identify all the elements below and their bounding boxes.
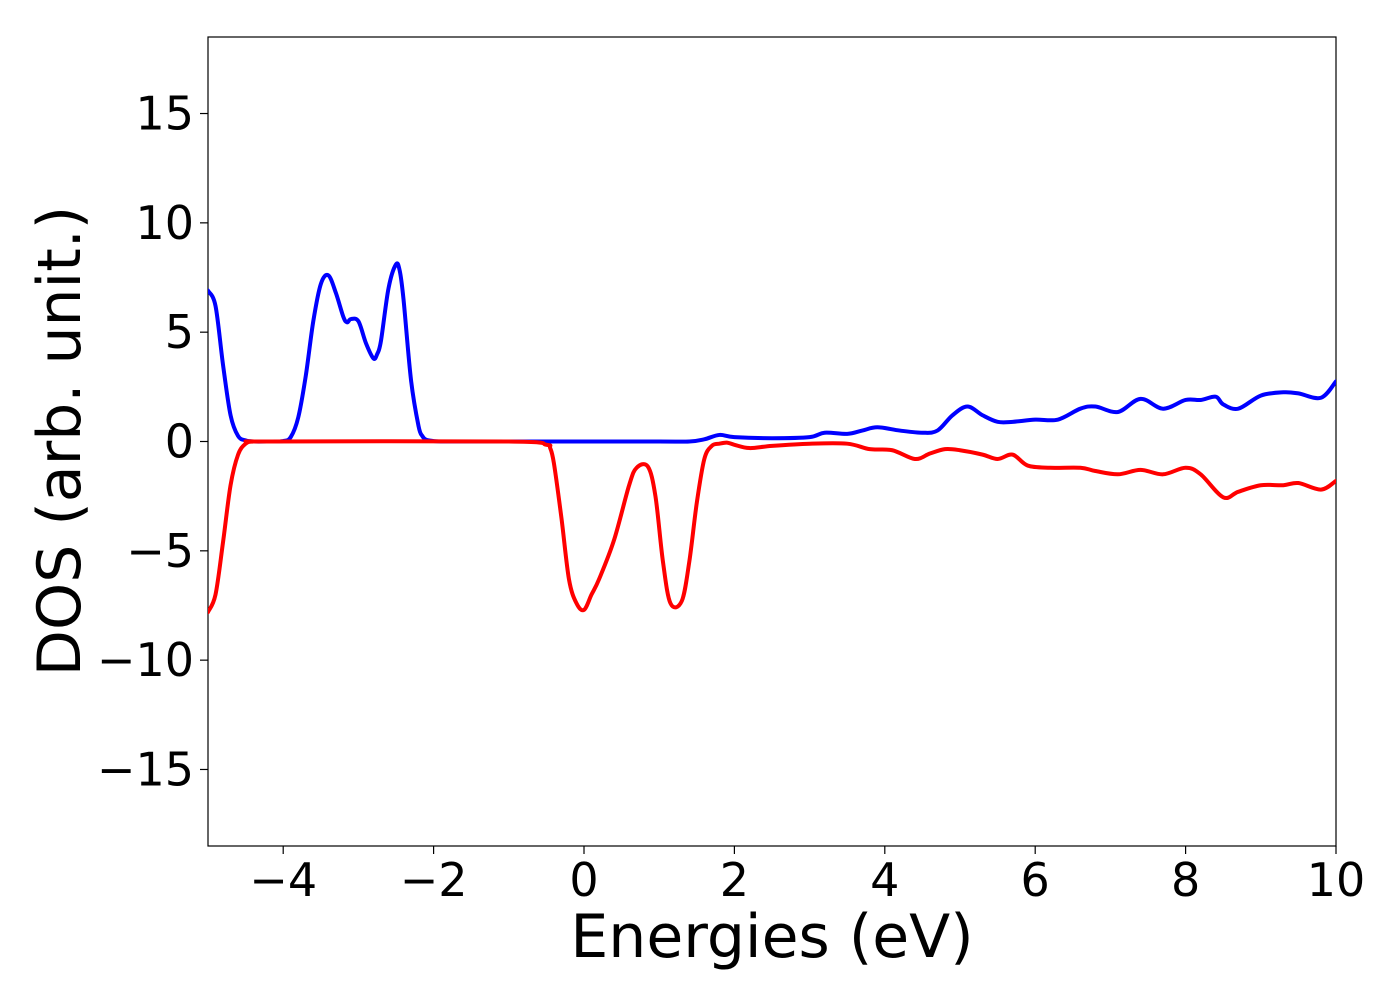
dos-curve-red <box>208 439 1336 615</box>
x-tick-label: 0 <box>569 853 598 907</box>
x-tick-label: −4 <box>249 853 317 907</box>
y-tick-label: 15 <box>135 87 194 141</box>
y-tick-label: 0 <box>165 415 194 469</box>
x-axis-label: Energies (eV) <box>570 902 973 972</box>
y-axis-label: DOS (arb. unit.) <box>25 206 95 676</box>
y-tick-label: −5 <box>126 524 194 578</box>
dos-curve-blue <box>208 261 1336 444</box>
y-tick-label: −15 <box>97 742 194 796</box>
y-tick-label: 10 <box>135 196 194 250</box>
x-tick-label: 8 <box>1171 853 1200 907</box>
x-tick-label: −2 <box>400 853 468 907</box>
x-axis-ticks: −4 −2 0 2 4 6 8 10 <box>249 846 1365 907</box>
y-tick-label: −10 <box>97 633 194 687</box>
x-tick-label: 6 <box>1021 853 1050 907</box>
series-layer <box>208 261 1336 615</box>
y-tick-label: 5 <box>165 305 194 359</box>
x-tick-label: 4 <box>870 853 899 907</box>
y-axis-ticks: 15 10 5 0 −5 −10 −15 <box>97 87 208 796</box>
x-tick-label: 10 <box>1307 853 1366 907</box>
x-tick-label: 2 <box>720 853 749 907</box>
